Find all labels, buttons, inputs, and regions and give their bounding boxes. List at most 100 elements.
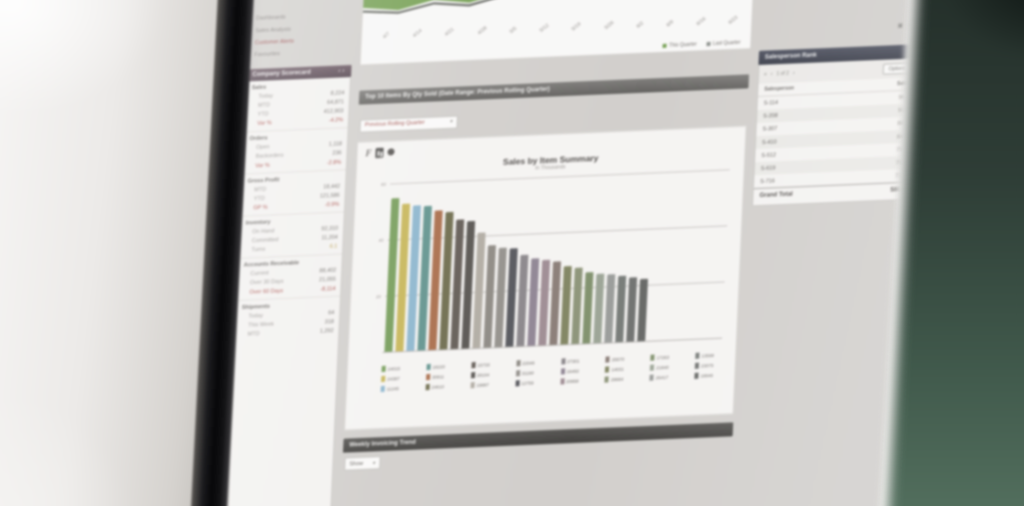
legend-item[interactable]: 20958 — [559, 376, 592, 386]
bar[interactable] — [527, 257, 540, 346]
scorecard-row-value: 21,055 — [318, 276, 337, 284]
legend-item[interactable]: 23075 — [694, 360, 727, 370]
pager-label: 1 of 2 — [776, 70, 790, 77]
scorecard-section: Accounts Receivable Current 88,402 Over 30 … — [238, 253, 343, 297]
pager-next-icon[interactable]: › — [792, 69, 795, 77]
legend-item[interactable]: Last Quarter — [706, 40, 741, 47]
legend-item[interactable]: 22046 — [516, 357, 548, 367]
bar[interactable] — [560, 266, 572, 344]
legend-swatch — [605, 356, 610, 363]
scorecard-section: Gross Profit MTD 18,442 YTD 121,586 GP % -0.9% — [242, 169, 346, 213]
show-select[interactable]: Show ▾ — [344, 456, 381, 471]
bar-legend: 24015 24387 11245 18220 30911 24610 15733 28104… — [380, 350, 728, 394]
bar[interactable] — [549, 261, 562, 345]
legend-item[interactable]: 26417 — [649, 372, 682, 382]
legend-swatch — [515, 380, 520, 387]
bar[interactable] — [538, 259, 551, 345]
legend-label: 19887 — [476, 381, 490, 388]
legend-item[interactable]: 27301 — [560, 356, 593, 366]
scorecard-row-label: YTD — [253, 195, 265, 202]
bar-plot: 60 40 20 — [376, 168, 730, 353]
scorecard-row-value: 64 — [328, 309, 335, 316]
bar[interactable] — [615, 275, 627, 342]
legend-item[interactable]: 12755 — [515, 378, 547, 388]
bar[interactable] — [571, 267, 583, 344]
sales-by-item-card: F Sales by Item Summary In Thousands 60 4… — [343, 124, 747, 431]
legend-item[interactable]: 28104 — [470, 369, 503, 379]
bar[interactable] — [593, 273, 605, 343]
pager-first-icon[interactable]: « — [763, 71, 767, 78]
scorecard-row-value: -8,114 — [320, 285, 336, 292]
pager-prev-icon[interactable]: ‹ — [770, 70, 773, 77]
legend-swatch — [706, 41, 711, 47]
chevron-down-icon: ▾ — [372, 459, 376, 466]
legend-swatch — [425, 373, 431, 381]
legend-item[interactable]: 13598 — [695, 350, 727, 360]
bar[interactable] — [494, 247, 507, 347]
rank-row-code: S-410 — [761, 138, 777, 146]
info-icon[interactable] — [387, 148, 395, 156]
legend-swatch — [515, 370, 520, 377]
rank-col-name: Salesperson — [764, 85, 795, 93]
legend-swatch — [649, 374, 654, 381]
legend-item[interactable]: This Quarter — [662, 41, 697, 49]
legend-item[interactable]: 30911 — [425, 371, 458, 381]
legend-item[interactable]: 21840 — [650, 362, 682, 372]
scorecard-row-value: 11,204 — [321, 234, 338, 241]
legend-label: 18946 — [700, 372, 714, 379]
legend-item[interactable]: 24387 — [381, 373, 413, 383]
scorecard-row-label: Over 30 Days — [249, 278, 284, 286]
legend-item[interactable]: 29684 — [604, 374, 637, 384]
chart-type-icon[interactable] — [375, 147, 384, 158]
bar[interactable] — [604, 274, 616, 343]
grand-total-label: Grand Total — [759, 191, 793, 200]
scorecard-row-value: 6.1 — [329, 243, 338, 250]
legend-item[interactable]: 11245 — [380, 383, 413, 393]
scorecard-row-label: MTD — [257, 101, 271, 109]
legend-swatch — [605, 366, 610, 373]
area-this-quarter — [363, 0, 754, 11]
legend-swatch — [695, 352, 700, 359]
legend-item[interactable]: 25570 — [605, 354, 638, 364]
legend-item[interactable]: 18220 — [426, 361, 458, 371]
legend-item[interactable]: 18946 — [694, 370, 726, 380]
axis-tick-label: 4/28 — [476, 25, 488, 37]
legend-item[interactable]: 19887 — [470, 379, 502, 389]
export-pdf-icon[interactable]: F — [365, 147, 372, 158]
area-chart[interactable] — [362, 0, 754, 35]
legend-label: 18220 — [432, 363, 446, 370]
axis-tick-label: 4/21 — [443, 26, 456, 38]
legend-swatch — [650, 354, 655, 361]
legend-item[interactable]: 31190 — [515, 368, 547, 378]
date-range-select[interactable]: Previous Rolling Quarter ▾ — [359, 115, 459, 133]
legend-swatch — [559, 378, 565, 385]
y-axis-tick-label: 40 — [378, 237, 384, 243]
legend-swatch — [604, 376, 610, 383]
legend-item[interactable]: 16492 — [560, 366, 592, 376]
legend-item[interactable]: 15733 — [471, 359, 503, 369]
legend-item[interactable]: 24610 — [425, 381, 457, 391]
axis-tick-label: 5/12 — [538, 22, 550, 34]
bar[interactable] — [626, 277, 638, 342]
bar[interactable] — [582, 272, 594, 344]
scorecard-row-value: -0.9% — [324, 201, 340, 208]
legend-label: 24015 — [387, 365, 401, 372]
legend-item[interactable]: 14031 — [605, 364, 637, 374]
rank-rows: S-11496.2S-20891.6S-30788.1S-41084.0S-51… — [754, 90, 916, 188]
chevron-right-icon[interactable]: › — [342, 68, 347, 75]
legend-label: 15733 — [477, 361, 490, 368]
axis-tick-label: 5/26 — [603, 20, 615, 31]
axis-tick-label: 4/14 — [411, 28, 423, 40]
legend-label: 21840 — [656, 364, 669, 370]
legend-label: 11245 — [386, 385, 400, 392]
legend-item[interactable]: 17263 — [650, 352, 682, 362]
mini-toolbar-icons[interactable]: ▣ ▾ — [760, 21, 914, 34]
axis-tick-label: 5/5 — [508, 25, 519, 35]
axis-tick-label: 6/23 — [727, 14, 740, 26]
panel-collapse-icons[interactable]: ‹› — [338, 68, 346, 74]
legend-item[interactable]: 24015 — [381, 363, 413, 373]
rank-row-code: S-208 — [762, 112, 778, 120]
bar[interactable] — [505, 248, 518, 347]
bar[interactable] — [516, 254, 529, 346]
bar[interactable] — [637, 279, 648, 341]
